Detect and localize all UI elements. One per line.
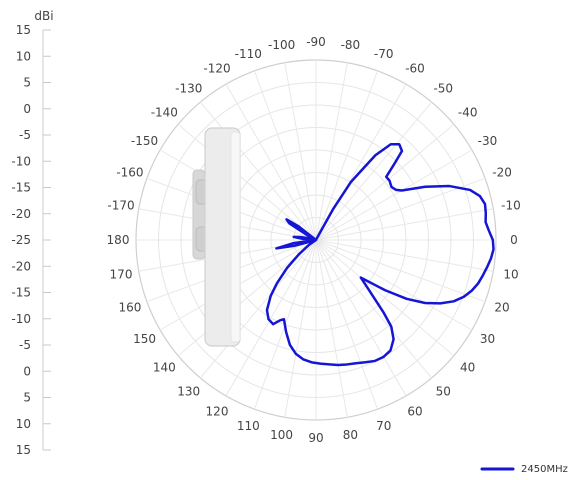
- angular-grid: [136, 60, 496, 420]
- radial-axis-tick-label: -25: [11, 233, 31, 247]
- angular-tick-label: 20: [494, 301, 509, 315]
- angular-grid-line: [315, 239, 455, 357]
- angular-grid-line: [315, 239, 473, 331]
- angular-grid-line: [315, 239, 348, 418]
- antenna-device-illustration: [192, 127, 241, 347]
- angular-tick-label: 170: [110, 267, 133, 281]
- legend-label: 2450MHz: [521, 464, 568, 475]
- angular-grid-line: [199, 239, 317, 379]
- angular-grid-line: [284, 239, 317, 418]
- angular-tick-label: -150: [131, 134, 158, 148]
- angular-tick-label: -110: [235, 47, 262, 61]
- angular-tick-label: 160: [118, 301, 141, 315]
- angular-grid-line: [315, 149, 473, 241]
- angular-tick-label: 0: [510, 233, 518, 247]
- angular-tick-label: -10: [501, 199, 521, 213]
- angular-grid-line: [315, 239, 407, 397]
- angular-tick-label: -90: [306, 35, 326, 49]
- radial-axis-tick-label: 15: [16, 23, 31, 37]
- radial-axis-tick-label: 15: [16, 443, 31, 457]
- angular-tick-label: 80: [343, 428, 358, 442]
- angular-grid-line: [225, 239, 317, 397]
- angular-grid-line: [315, 239, 433, 379]
- angular-tick-label: 180: [107, 233, 130, 247]
- angular-tick-label: -70: [374, 47, 394, 61]
- antenna-face: [230, 131, 241, 343]
- series-line-0: [265, 142, 495, 367]
- angular-grid-line: [315, 208, 494, 241]
- radial-axis-tick-label: -20: [11, 207, 31, 221]
- radial-axis-tick-label: -10: [11, 312, 31, 326]
- radial-axis-tick-label: 10: [16, 49, 31, 63]
- angular-tick-label: 40: [460, 360, 475, 374]
- legend: 2450MHz: [480, 464, 568, 475]
- angular-tick-label: 30: [480, 332, 495, 346]
- angular-tick-label: 110: [237, 419, 260, 433]
- angular-tick-label: 60: [407, 404, 422, 418]
- radial-axis-tick-label: 5: [23, 76, 31, 90]
- angular-tick-label: -160: [116, 165, 143, 179]
- angular-tick-label: -170: [107, 199, 134, 213]
- radial-axis-tick-label: 0: [23, 364, 31, 378]
- angular-grid-line: [315, 239, 379, 410]
- angular-tick-label: -60: [405, 62, 425, 76]
- angular-grid-line: [225, 83, 317, 241]
- radial-axis-tick-label: -20: [11, 259, 31, 273]
- angular-tick-label: 150: [133, 332, 156, 346]
- radial-axis-tick-label: -5: [19, 128, 31, 142]
- angular-tick-label: 50: [436, 385, 451, 399]
- angular-grid-line: [315, 62, 348, 241]
- angular-tick-label: -120: [203, 62, 230, 76]
- angular-tick-label: 120: [206, 404, 229, 418]
- angular-grid-line: [315, 70, 379, 241]
- radial-axis-unit: dBi: [34, 9, 53, 23]
- angular-grid-line: [284, 62, 317, 241]
- radial-axis-tick-label: 0: [23, 102, 31, 116]
- angular-axis-labels: -90 -80-70-60-50-40-30-20-100102030405060…: [107, 35, 521, 445]
- radial-axis-tick-label: -15: [11, 286, 31, 300]
- angular-tick-label: 90: [308, 431, 323, 445]
- series-layer: [265, 142, 495, 367]
- angular-tick-label: 100: [270, 428, 293, 442]
- angular-tick-label: -30: [478, 134, 498, 148]
- angular-tick-label: 130: [177, 385, 200, 399]
- angular-grid-line: [315, 123, 455, 241]
- angular-tick-label: -40: [458, 106, 478, 120]
- radial-axis-tick-label: -10: [11, 154, 31, 168]
- angular-grid-line: [253, 70, 317, 241]
- angular-tick-label: -140: [151, 106, 178, 120]
- angular-tick-label: 140: [153, 360, 176, 374]
- angular-grid-line: [199, 101, 317, 241]
- angular-tick-label: -80: [341, 38, 361, 52]
- angular-grid-line: [315, 239, 494, 272]
- angular-tick-label: 70: [376, 419, 391, 433]
- angular-grid-line: [177, 123, 317, 241]
- radial-axis-tick-label: 10: [16, 417, 31, 431]
- radial-axis-tick-label: -5: [19, 338, 31, 352]
- radial-axis-tick-label: 5: [23, 391, 31, 405]
- angular-tick-label: 10: [503, 267, 518, 281]
- angular-tick-label: -100: [268, 38, 295, 52]
- angular-tick-label: -130: [175, 81, 202, 95]
- angular-grid-line: [315, 239, 486, 303]
- angular-tick-label: -20: [492, 165, 512, 179]
- angular-tick-label: -50: [433, 81, 453, 95]
- angular-grid-line: [315, 101, 433, 241]
- radial-axis-tick-label: -15: [11, 181, 31, 195]
